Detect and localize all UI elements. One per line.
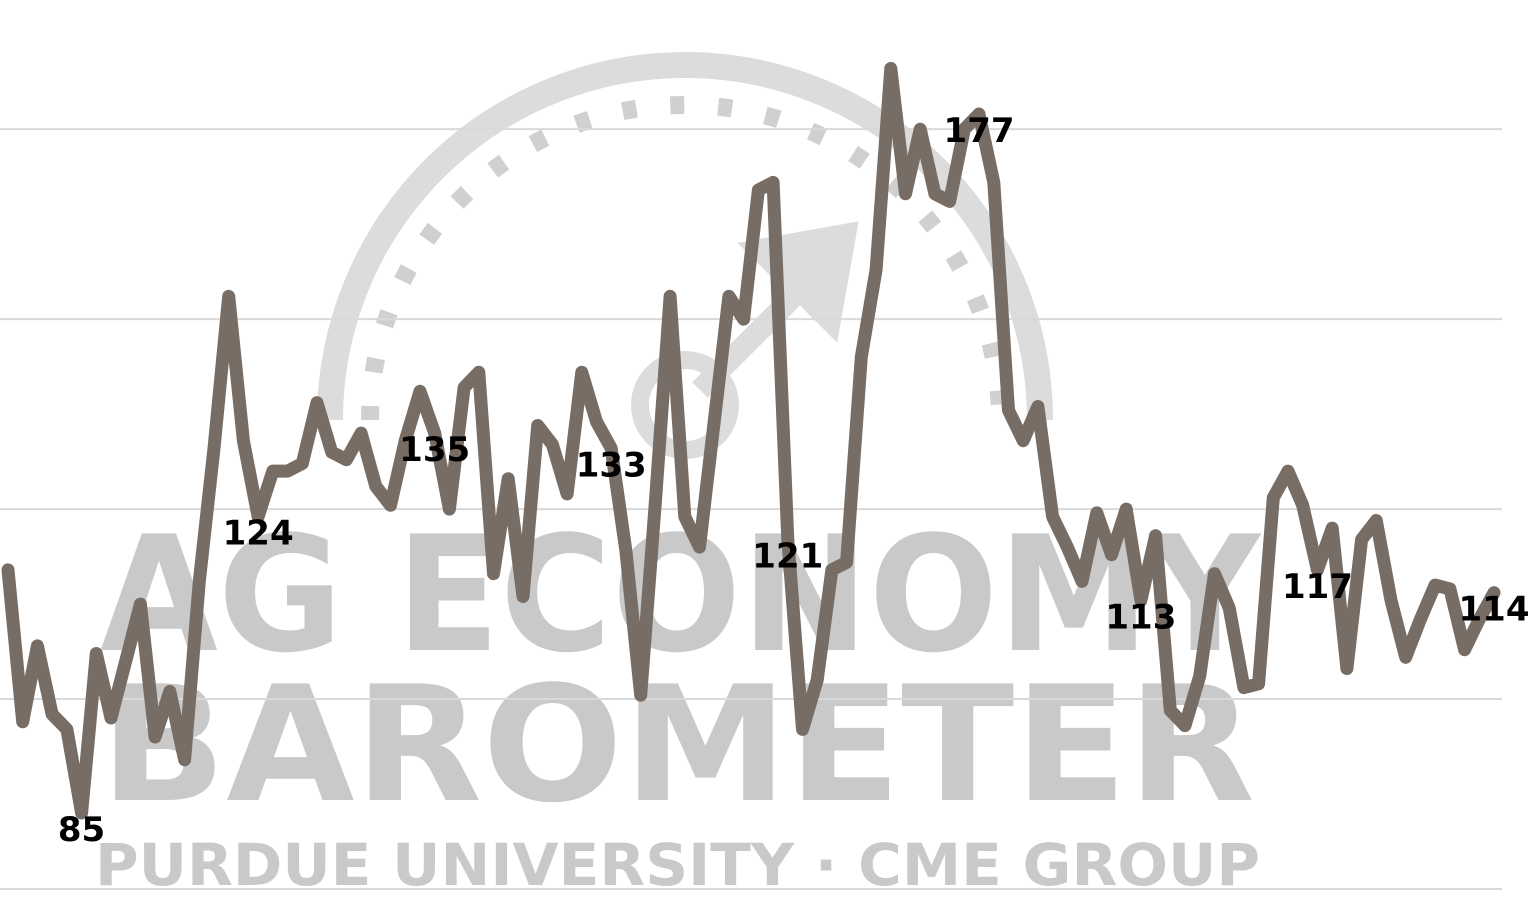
data-label: 177 bbox=[944, 111, 1015, 151]
data-label: 121 bbox=[752, 536, 823, 576]
page: AG ECONOMY BAROMETER PURDUE UNIVERSITY ·… bbox=[0, 0, 1538, 905]
data-label: 135 bbox=[399, 430, 470, 470]
data-label: 133 bbox=[576, 445, 647, 485]
data-label: 124 bbox=[223, 514, 294, 554]
chart: AG ECONOMY BAROMETER PURDUE UNIVERSITY ·… bbox=[0, 0, 1538, 905]
data-label: 113 bbox=[1105, 597, 1176, 637]
data-label: 117 bbox=[1282, 567, 1353, 607]
data-label: 114 bbox=[1459, 590, 1530, 630]
watermark-line2: BAROMETER bbox=[100, 651, 1255, 838]
data-label: 85 bbox=[58, 810, 105, 850]
